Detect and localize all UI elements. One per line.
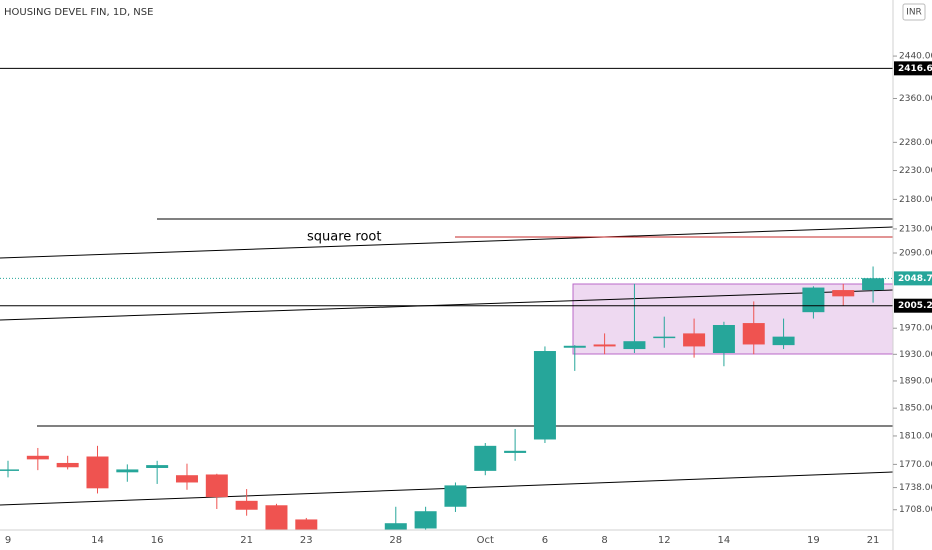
x-tick-label: 28 [389, 535, 402, 546]
candle-body [295, 519, 318, 530]
price-label: 2048.75 [898, 274, 932, 284]
candle-body [683, 333, 706, 347]
candle-body [563, 345, 586, 348]
currency-label: INR [906, 8, 922, 18]
candle-body [862, 278, 885, 291]
candle-body [474, 445, 497, 471]
candle-body [175, 475, 198, 483]
x-tick-label: 8 [601, 535, 607, 546]
x-tick-label: 21 [240, 535, 253, 546]
candle-body [504, 450, 527, 453]
y-tick-label: 1890.00 [899, 376, 932, 386]
candle-body [593, 344, 616, 347]
trend-line [0, 289, 893, 321]
candle-body [384, 523, 407, 530]
y-tick-label: 2180.00 [899, 195, 932, 205]
y-tick-label: 2230.00 [899, 166, 932, 176]
candle-body [623, 341, 646, 350]
candle-body [26, 455, 49, 460]
candle-body [146, 465, 169, 468]
y-tick-label: 2440.00 [899, 52, 932, 62]
x-tick-label: 12 [658, 535, 671, 546]
price-label: 2005.20 [898, 301, 932, 311]
y-tick-label: 1930.00 [899, 350, 932, 360]
candle-body [533, 351, 556, 440]
candle-body [653, 336, 676, 339]
annotation: square root [307, 230, 381, 245]
candle-body [444, 485, 467, 507]
x-tick-label: 14 [718, 535, 731, 546]
candle-body [235, 500, 258, 510]
x-tick-label: Oct [477, 535, 494, 546]
candle-body [86, 456, 109, 489]
y-tick-label: 2130.00 [899, 224, 932, 234]
candle-body [712, 324, 735, 353]
price-label: 2416.60 [898, 64, 932, 74]
x-tick-label: 16 [151, 535, 164, 546]
y-tick-label: 1738.00 [899, 483, 932, 493]
x-tick-label: 23 [300, 535, 313, 546]
x-tick-label: 6 [542, 535, 548, 546]
x-tick-label: 9 [5, 535, 11, 546]
currency-badge[interactable] [902, 3, 926, 21]
chart-title: HOUSING DEVEL FIN, 1D, NSE [4, 7, 153, 18]
x-tick-label: 14 [91, 535, 104, 546]
y-tick-label: 1708.00 [899, 505, 932, 515]
x-tick-label: 19 [807, 535, 820, 546]
y-tick-label: 1810.00 [899, 431, 932, 441]
y-tick-label: 2280.00 [899, 138, 932, 148]
candle-body [414, 511, 437, 529]
plot-area [0, 67, 893, 530]
candle-body [742, 323, 765, 345]
price-label-box [894, 271, 932, 286]
candle-body [205, 474, 228, 498]
y-tick-label: 1770.00 [899, 460, 932, 470]
y-tick-label: 2360.00 [899, 94, 932, 104]
price-label-box [894, 298, 932, 313]
candle-body [0, 469, 19, 471]
candle-body [772, 336, 795, 346]
candle-body [56, 462, 79, 468]
y-tick-label: 2090.00 [899, 249, 932, 259]
candle-body [832, 290, 855, 297]
y-tick-label: 1970.00 [899, 324, 932, 334]
candle-body [116, 469, 139, 473]
candle-body [265, 505, 288, 530]
price-label-box [894, 61, 932, 76]
candle-body [802, 287, 825, 313]
x-tick-label: 21 [867, 535, 880, 546]
trend-line [0, 226, 893, 259]
y-tick-label: 1850.00 [899, 404, 932, 414]
